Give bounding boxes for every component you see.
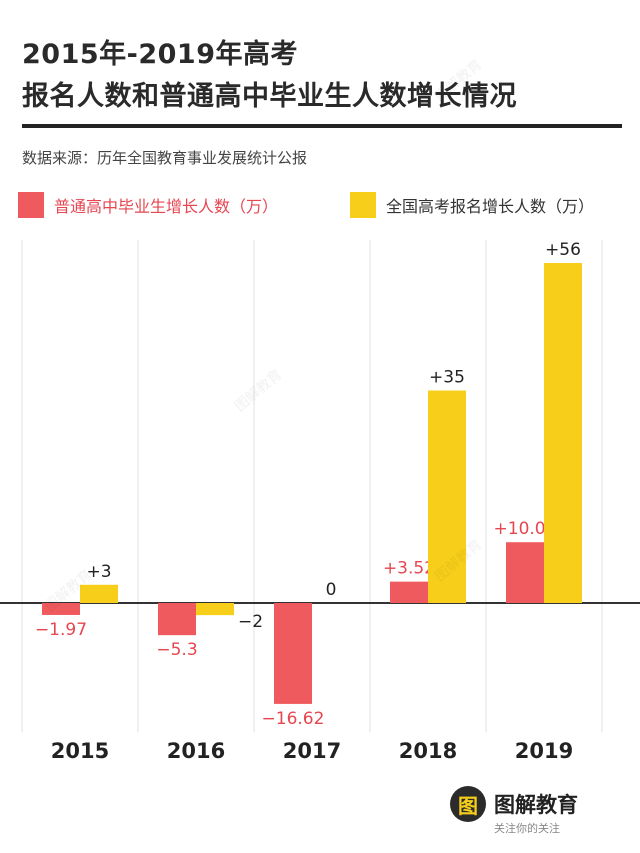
data-label: −5.3: [156, 640, 197, 660]
legend-label-graduates: 普通高中毕业生增长人数（万）: [54, 197, 279, 216]
bar-graduates-2019: [506, 542, 544, 603]
data-label: −1.97: [35, 620, 87, 640]
bar-graduates-2018: [390, 581, 428, 603]
data-label: 0: [326, 580, 337, 600]
bar-applicants-2018: [428, 390, 466, 603]
legend-swatch-yellow: [350, 192, 376, 218]
data-label: +10.01: [494, 519, 557, 539]
data-label: +35: [429, 368, 465, 388]
legend-item-applicants: 全国高考报名增长人数（万）: [350, 192, 594, 218]
bar-applicants-2016: [196, 603, 234, 616]
x-tick-label: 2018: [399, 739, 457, 763]
data-source: 数据来源：历年全国教育事业发展统计公报: [22, 149, 308, 167]
x-tick-label: 2019: [515, 739, 573, 763]
x-tick-label: 2015: [51, 739, 109, 763]
brand-icon: 图: [450, 786, 486, 822]
data-label: +56: [545, 240, 581, 260]
legend-item-graduates: 普通高中毕业生增长人数（万）: [18, 192, 278, 218]
brand-subtitle: 关注你的关注: [494, 822, 560, 835]
brand-name: 图解教育: [494, 793, 578, 817]
data-label: +3: [86, 562, 111, 582]
bar-applicants-2019: [544, 263, 582, 603]
chart-title-line1: 2015年-2019年高考: [22, 39, 298, 70]
x-tick-label: 2016: [167, 739, 225, 763]
bar-graduates-2016: [158, 603, 196, 636]
legend-label-applicants: 全国高考报名增长人数（万）: [386, 197, 595, 216]
data-label: +3.52: [383, 559, 435, 579]
legend-swatch-red: [18, 192, 44, 218]
chart-title-line2: 报名人数和普通高中毕业生人数增长情况: [22, 81, 517, 112]
data-label: −16.62: [262, 709, 325, 729]
bar-graduates-2017: [274, 603, 312, 704]
title-divider: [22, 124, 622, 128]
data-label: −2: [238, 612, 263, 632]
bar-applicants-2015: [80, 584, 118, 603]
x-tick-label: 2017: [283, 739, 341, 763]
bar-graduates-2015: [42, 603, 80, 615]
brand-logo: 图 图解教育 关注你的关注: [450, 786, 578, 835]
